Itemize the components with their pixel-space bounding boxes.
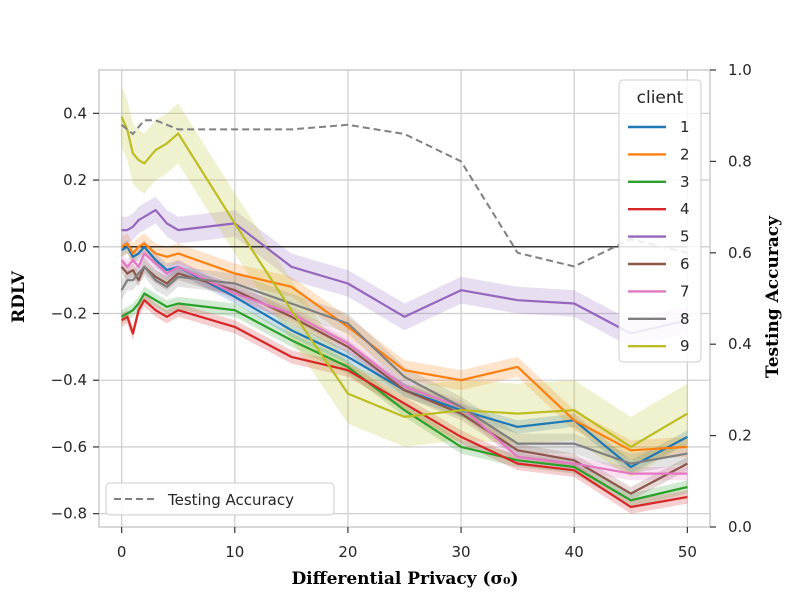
x-axis-title: Differential Privacy (σ₀) <box>291 569 518 589</box>
y2-tick-label: 0.4 <box>728 335 752 353</box>
y2-tick-label: 0.2 <box>728 427 752 445</box>
client-legend: client 1 2 3 4 5 6 7 8 9 <box>618 79 702 363</box>
y-tick-label: 0.2 <box>63 171 87 189</box>
line-client-4 <box>121 299 688 509</box>
y2-tick-label: 0.8 <box>728 152 752 170</box>
legend-label-client-4: 4 <box>680 200 690 218</box>
x-tick-label: 10 <box>225 543 244 561</box>
legend-label-client-8: 8 <box>680 310 690 328</box>
accuracy-legend-label: Testing Accuracy <box>167 491 294 509</box>
x-tick-label: 30 <box>452 543 471 561</box>
band-client-8 <box>121 256 688 474</box>
testing-accuracy-line <box>120 119 688 268</box>
y2-tick-label: 0.0 <box>728 518 752 536</box>
legend-label-client-9: 9 <box>680 337 690 355</box>
x-tick-label: 20 <box>338 543 357 561</box>
line-client-8 <box>120 265 688 465</box>
y-tick-label: 0.0 <box>63 238 87 256</box>
band-client-2 <box>121 233 688 461</box>
x-axis-ticks: 0 10 20 30 40 50 <box>117 527 697 561</box>
accuracy-legend-box <box>105 482 335 516</box>
y-tick-label: −0.6 <box>51 438 87 456</box>
y-axis-ticks: 0.4 0.2 0.0 −0.2 −0.4 −0.6 −0.8 <box>51 104 99 523</box>
accuracy-legend: Testing Accuracy <box>105 482 335 516</box>
y-axis-title: RDLV <box>9 270 29 323</box>
legend-label-client-7: 7 <box>680 282 690 300</box>
confidence-bands <box>121 86 688 514</box>
band-client-7 <box>121 246 688 481</box>
y-tick-label: 0.4 <box>63 104 87 122</box>
y-tick-label: −0.4 <box>51 371 87 389</box>
y2-tick-label: 0.6 <box>728 244 752 262</box>
band-client-9 <box>121 86 688 477</box>
plot-frame <box>98 69 711 528</box>
legend-label-client-2: 2 <box>680 145 690 163</box>
x-tick-label: 40 <box>565 543 584 561</box>
line-client-7 <box>120 252 688 475</box>
band-client-5 <box>121 196 688 347</box>
y-tick-label: −0.2 <box>51 305 87 323</box>
legend-label-client-5: 5 <box>680 228 690 246</box>
legend-label-client-1: 1 <box>680 118 690 136</box>
x-tick-label: 0 <box>117 543 127 561</box>
legend-label-client-3: 3 <box>680 173 690 191</box>
y-tick-label: −0.8 <box>51 505 87 523</box>
legend-label-client-6: 6 <box>680 255 690 273</box>
x-tick-label: 50 <box>678 543 697 561</box>
line-client-2 <box>121 242 688 452</box>
line-client-3 <box>121 292 688 502</box>
y2-axis-title: Testing Accuracy <box>763 215 783 378</box>
band-client-3 <box>121 286 688 507</box>
series-lines <box>120 116 688 509</box>
y2-axis-ticks: 1.0 0.8 0.6 0.4 0.2 0.0 <box>710 61 752 536</box>
legend-title: client <box>637 88 684 108</box>
line-client-9 <box>120 116 688 448</box>
line-client-1 <box>121 245 688 469</box>
band-client-1 <box>121 240 688 474</box>
y2-tick-label: 1.0 <box>728 61 752 79</box>
